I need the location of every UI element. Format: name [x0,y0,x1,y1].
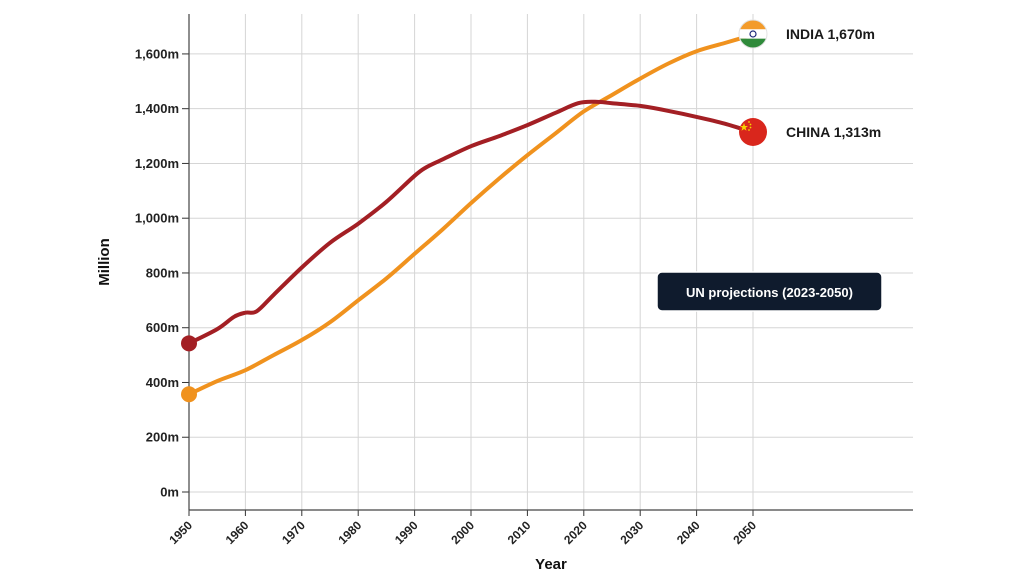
india-line [187,32,755,397]
india-flag-icon [739,20,767,48]
y-tick-label: 1,200m [135,156,179,171]
china-start-marker [181,335,197,352]
x-tick-label: 2040 [674,518,703,547]
china-flag-icon [739,118,767,146]
y-tick-label: 1,000m [135,211,179,226]
x-tick-label: 2050 [730,518,759,547]
y-tick-label: 200m [146,430,179,445]
x-tick-label: 1990 [392,518,421,547]
projection-note: UN projections (2023-2050) [656,271,883,312]
china-end-label: CHINA 1,313m [786,124,881,140]
axes: 0m 200m 400m 600m 800m 1,000m 1,200m 1,400m 1,60… [135,14,913,547]
y-tick-label: 0m [160,485,179,500]
y-tick-label: 600m [146,320,179,335]
y-tick-label: 1,400m [135,101,179,116]
projection-note-text: UN projections (2023-2050) [686,285,853,300]
x-tick-label: 1970 [279,518,308,547]
x-tick-label: 2020 [561,518,590,547]
india-start-marker [181,386,197,403]
grid [188,14,913,510]
series-lines [187,32,755,397]
x-tick-label: 1980 [336,518,365,547]
x-tick-label: 1960 [223,518,252,547]
x-tick-label: 2000 [448,518,477,547]
x-tick-label: 1950 [166,518,195,547]
series-markers [181,335,197,403]
x-axis-title: Year [535,556,567,573]
y-tick-label: 800m [146,265,179,280]
y-tick-label: 400m [146,375,179,390]
x-tick-label: 2030 [618,518,647,547]
china-line [187,99,755,346]
x-tick-label: 2010 [505,518,534,547]
india-end-label: INDIA 1,670m [786,26,875,42]
y-axis-title: Million [96,238,113,286]
y-tick-label: 1,600m [135,46,179,61]
